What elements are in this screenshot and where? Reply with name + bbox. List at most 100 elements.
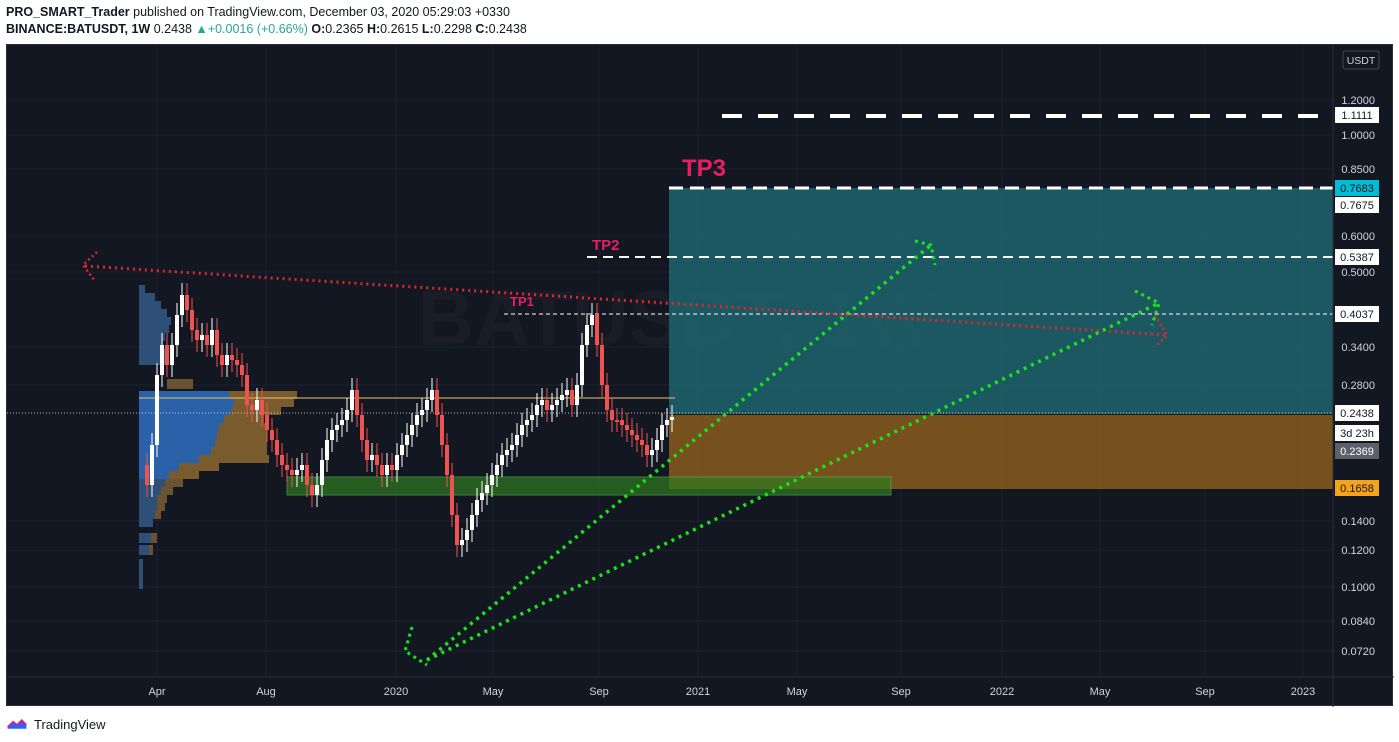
footer-brand[interactable]: TradingView (34, 716, 106, 732)
candle-body (410, 425, 414, 435)
price-axis-tick: 0.0720 (1341, 646, 1375, 658)
tag-tp1-text: 0.4037 (1340, 309, 1374, 321)
time-axis-tick: May (483, 686, 504, 698)
tag-top (1335, 107, 1379, 123)
candle-body (645, 445, 649, 455)
candle-body (230, 355, 234, 360)
chart-pane[interactable]: BATUSDT, 1W TP3 T (6, 44, 1394, 707)
published-text: published on TradingView.com, December 0… (129, 5, 510, 19)
time-axis-tick: Sep (891, 686, 911, 698)
candle-body (495, 465, 499, 475)
candle-body (595, 315, 599, 345)
tradingview-logo-icon[interactable] (6, 717, 28, 731)
price-axis-tick: 0.2800 (1341, 380, 1375, 392)
candle-body (365, 440, 369, 460)
publish-info: PRO_SMART_Trader published on TradingVie… (6, 5, 510, 19)
publisher-name[interactable]: PRO_SMART_Trader (6, 5, 130, 19)
candle-body (195, 330, 199, 340)
candlestick-series[interactable] (145, 283, 674, 557)
candle-body (445, 445, 449, 475)
candle-body (265, 415, 269, 430)
candle-body (210, 330, 214, 345)
candle-body (330, 430, 334, 440)
candle-body (440, 415, 444, 445)
price-axis-tick: 0.5000 (1341, 267, 1375, 279)
candle-body (150, 445, 154, 485)
candle-body (300, 465, 304, 470)
candle-body (535, 405, 539, 415)
high-label: H: (366, 22, 381, 36)
candle-body (475, 500, 479, 515)
time-axis-tick: Aug (256, 686, 276, 698)
candle-body (165, 345, 169, 365)
high-value: 0.2615 (380, 22, 419, 36)
tag-countdown-text: 3d 23h (1340, 428, 1374, 440)
close-label: C: (475, 22, 489, 36)
tp2-label[interactable]: TP2 (592, 237, 620, 254)
price-axis-labels[interactable]: 1.2000 1.0000 0.8500 0.6000 0.5000 0.3400 0.28… (1341, 95, 1375, 658)
red-trendline[interactable] (84, 264, 1168, 337)
candle-body (290, 470, 294, 475)
candle-body (395, 455, 399, 470)
symbol-name[interactable]: BINANCE:BATUSDT, 1W (6, 22, 151, 36)
tp1-label[interactable]: TP1 (510, 294, 534, 309)
open-value: 0.2365 (325, 22, 364, 36)
time-axis-tick: 2020 (384, 686, 408, 698)
candle-body (600, 345, 604, 385)
candle-body (515, 435, 519, 445)
candle-body (205, 335, 209, 345)
candle-body (225, 355, 229, 365)
price-axis-tick: 0.6000 (1341, 231, 1375, 243)
candle-body (400, 445, 404, 455)
time-axis-tick: 2022 (990, 686, 1014, 698)
low-label: L: (421, 22, 434, 36)
time-axis-tick: May (787, 686, 808, 698)
candle-body (155, 375, 159, 445)
candle-body (555, 400, 559, 405)
volume-profile (139, 285, 297, 589)
symbol-legend: BINANCE:BATUSDT, 1W 0.2438 ▲+0.0016 (+0.… (6, 22, 527, 36)
candle-body (250, 405, 254, 410)
tag-top-text: 1.1111 (1341, 110, 1372, 122)
chart-canvas[interactable]: BATUSDT, 1W TP3 T (7, 45, 1394, 707)
support-zone[interactable] (286, 476, 892, 496)
price-axis-tick: 0.0840 (1341, 616, 1375, 628)
candle-body (420, 410, 424, 415)
candle-body (200, 335, 204, 340)
tag-last-text: 0.2438 (1340, 408, 1374, 420)
candle-body (370, 455, 374, 460)
candle-body (630, 430, 634, 435)
candle-body (575, 385, 579, 405)
price-axis-tick: 0.1200 (1341, 545, 1375, 557)
candle-body (545, 400, 549, 410)
candle-body (245, 375, 249, 405)
candle-body (665, 420, 669, 425)
candle-body (540, 400, 544, 405)
currency-label[interactable]: USDT (1347, 55, 1376, 67)
candle-body (355, 390, 359, 415)
time-axis-labels[interactable]: Apr Aug 2020 May Sep 2021 May Sep 2022 May Sep 2023 (148, 686, 1315, 698)
candle-body (340, 420, 344, 425)
candle-body (655, 440, 659, 450)
candle-body (610, 410, 614, 420)
candle-body (275, 440, 279, 455)
price-axis-tick: 0.1400 (1341, 516, 1375, 528)
price-axis-tick: 0.3400 (1341, 342, 1375, 354)
green-arrow-1[interactable] (425, 243, 933, 662)
candle-body (255, 400, 259, 410)
candle-body (320, 460, 324, 485)
price-axis-tick: 0.8500 (1341, 164, 1375, 176)
candle-body (175, 315, 179, 345)
tag-tp1 (1335, 306, 1379, 322)
tp3-label[interactable]: TP3 (682, 155, 726, 182)
candle-body (145, 465, 149, 485)
tag-last (1335, 405, 1379, 421)
candle-body (260, 400, 264, 415)
currency-button[interactable] (1342, 50, 1380, 70)
tag-stop-text: 0.1658 (1340, 483, 1374, 495)
candle-body (520, 425, 524, 435)
candle-body (390, 465, 394, 470)
candle-body (660, 425, 664, 440)
profit-zone[interactable] (669, 188, 1333, 414)
candle-body (235, 360, 239, 365)
